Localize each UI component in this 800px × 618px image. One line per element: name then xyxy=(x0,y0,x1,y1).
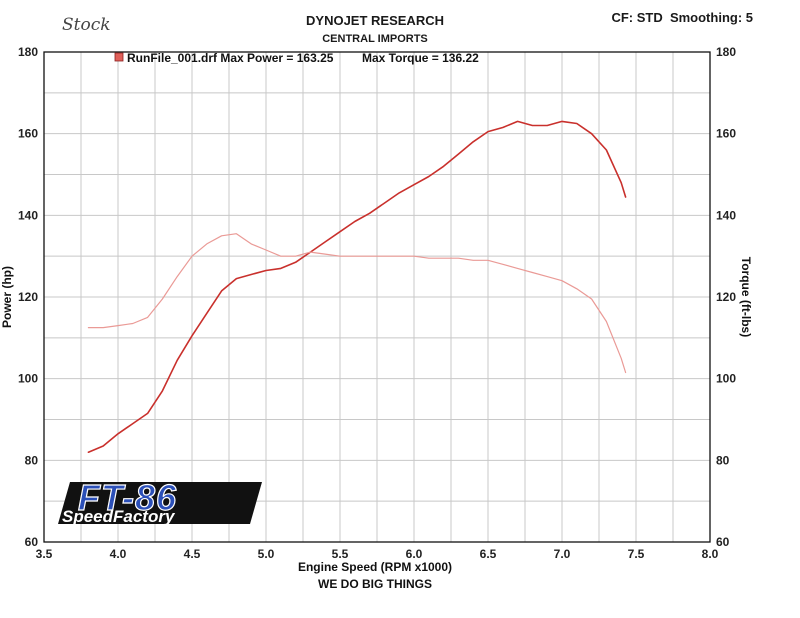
y-axis-left-label: Power (hp) xyxy=(0,266,14,328)
y-tick-label-right: 140 xyxy=(716,208,736,222)
power-line xyxy=(87,120,627,454)
x-axis-ticks: 3.5 4.0 4.5 5.0 5.5 6.0 6.5 7.0 7.5 8.0 xyxy=(36,547,719,561)
x-tick-label: 7.5 xyxy=(628,547,645,561)
y-tick-label-left: 100 xyxy=(18,372,38,386)
y-tick-label-right: 80 xyxy=(716,453,730,467)
settings-text: CF: STD Smoothing: 5 xyxy=(611,10,753,25)
y-tick-label-right: 60 xyxy=(716,535,730,549)
grid xyxy=(44,52,710,542)
y-tick-label-left: 120 xyxy=(18,290,38,304)
y-axis-left-ticks: 60 80 100 120 140 160 180 xyxy=(18,45,38,549)
y-axis-right-label: Torque (ft-lbs) xyxy=(739,257,753,337)
plot-frame xyxy=(43,51,711,543)
x-tick-label: 8.0 xyxy=(702,547,719,561)
footer-text: WE DO BIG THINGS xyxy=(318,577,432,591)
legend-torque-label: Max Torque = 136.22 xyxy=(362,51,479,65)
y-tick-label-left: 180 xyxy=(18,45,38,59)
chart-subtitle: CENTRAL IMPORTS xyxy=(322,33,428,45)
x-tick-label: 4.0 xyxy=(110,547,127,561)
y-tick-label-right: 120 xyxy=(716,290,736,304)
y-tick-label-left: 140 xyxy=(18,208,38,222)
logo-sub-text: SpeedFactory xyxy=(62,507,176,526)
y-tick-label-right: 100 xyxy=(716,372,736,386)
logo-main-text: FT-86 xyxy=(78,477,177,518)
chart-title: DYNOJET RESEARCH xyxy=(306,13,444,28)
y-tick-label-left: 160 xyxy=(18,127,38,141)
y-axis-right-ticks: 60 80 100 120 140 160 180 xyxy=(716,45,736,549)
x-axis-label: Engine Speed (RPM x1000) xyxy=(298,560,452,574)
y-tick-label-right: 180 xyxy=(716,45,736,59)
x-tick-label: 3.5 xyxy=(36,547,53,561)
legend-label: RunFile_001.drf Max Power = 163.25 xyxy=(127,51,334,65)
x-tick-label: 6.0 xyxy=(406,547,423,561)
logo-background xyxy=(58,482,262,524)
y-tick-label-left: 80 xyxy=(25,453,39,467)
ft86-logo: FT-86 SpeedFactory xyxy=(58,476,262,526)
x-tick-label: 5.0 xyxy=(258,547,275,561)
torque-line xyxy=(87,233,627,374)
y-tick-label-right: 160 xyxy=(716,127,736,141)
legend-swatch xyxy=(114,52,124,62)
x-tick-label: 6.5 xyxy=(480,547,497,561)
y-tick-label-left: 60 xyxy=(25,535,39,549)
handwritten-note: Stock xyxy=(62,15,111,35)
x-tick-label: 5.5 xyxy=(332,547,349,561)
x-tick-label: 4.5 xyxy=(184,547,201,561)
x-tick-label: 7.0 xyxy=(554,547,571,561)
series-lines xyxy=(87,120,627,454)
